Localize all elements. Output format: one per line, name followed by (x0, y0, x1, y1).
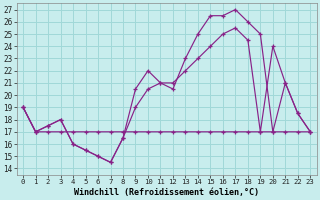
X-axis label: Windchill (Refroidissement éolien,°C): Windchill (Refroidissement éolien,°C) (74, 188, 259, 197)
